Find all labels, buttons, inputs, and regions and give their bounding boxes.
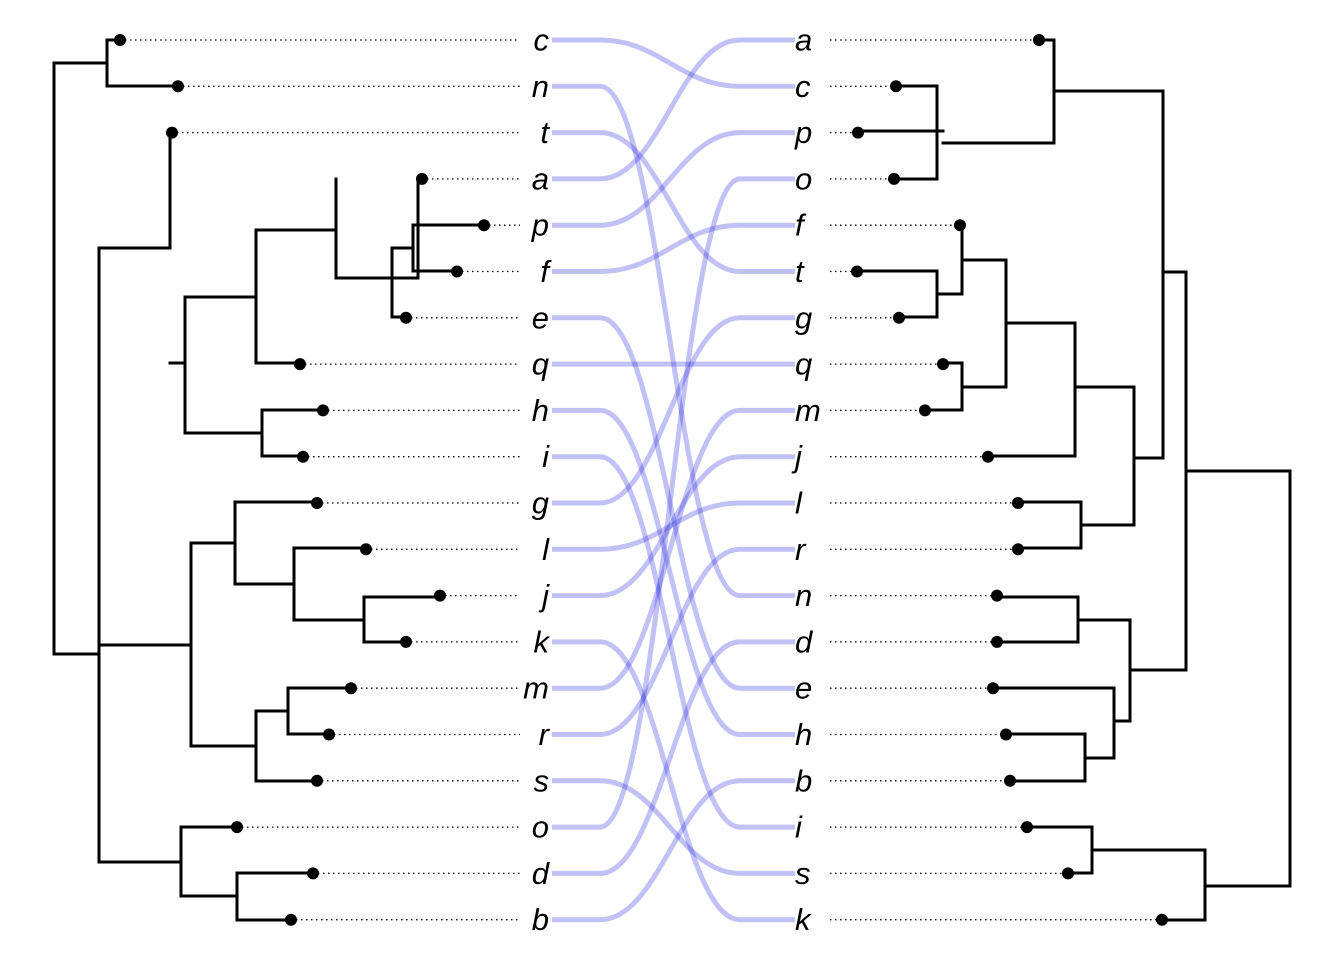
right-leaf-label: g [795,300,812,335]
connector-f [552,222,795,274]
left-leaf-label: d [532,856,551,891]
right-leaf-label: t [795,254,805,289]
right-leaf-label: s [795,856,811,891]
left-leaf-label: a [532,161,549,196]
left-leaf-label: f [540,254,552,289]
connector-lines [552,37,795,923]
right-leaf-label: r [795,532,807,567]
connector-t [552,130,795,274]
connector-m [552,407,795,691]
left-leaf-label: s [534,763,550,798]
right-leaf-label: i [795,810,803,845]
connector-b [552,778,795,923]
connector-g [552,315,795,506]
left-leaf-label: r [539,717,551,752]
left-leaf-label: l [542,532,550,567]
left-leaf-label: c [534,23,550,58]
connector-c [552,37,795,89]
right-leaf-label: o [795,161,812,196]
left-leaf-label: p [531,208,549,243]
connector-h [552,407,795,737]
right-leaf-label: q [795,347,813,382]
right-leaf-label: c [795,69,811,104]
right-leaf-label: m [795,393,821,428]
left-leaf-label: i [542,439,550,474]
connector-d [552,639,795,876]
left-leaf-label: e [532,300,549,335]
connector-l [552,500,795,552]
left-dendrogram [52,38,486,922]
right-leaf-label: a [795,23,812,58]
left-leaf-label: g [532,486,549,521]
connector-i [552,454,795,830]
left-leaf-label: j [538,578,550,613]
left-leaf-label: m [523,671,549,706]
right-dendrogram [855,38,1292,922]
connector-e [552,315,795,691]
left-leaf-label: k [534,624,551,659]
right-leaf-label: d [795,624,814,659]
left-leaf-label: t [540,115,550,150]
connector-s [552,778,795,876]
left-leaf-dot [166,126,178,139]
right-leaf-label: k [795,902,812,937]
left-leaf-label: q [532,347,550,382]
left-leaf-label: h [532,393,549,428]
right-leaf-label: b [795,763,812,798]
right-leaf-label: f [795,208,807,243]
left-leaf-label: o [532,810,549,845]
right-leaf-label: l [795,486,803,521]
connector-k [552,639,795,923]
left-leaf-guides [114,34,520,926]
right-leaf-label: n [795,578,812,613]
right-leaf-dot [852,126,864,139]
connector-a [552,37,795,182]
connector-p [552,130,795,228]
left-leaf-label: b [532,902,549,937]
left-leaf-label: n [532,69,549,104]
connector-o [552,176,795,830]
right-leaf-label: h [795,717,812,752]
right-leaf-guides [830,34,1168,926]
right-leaf-label: p [794,115,812,150]
right-leaf-label: e [795,671,812,706]
connector-j [552,454,795,599]
connector-n [552,83,795,599]
connector-r [552,546,795,737]
